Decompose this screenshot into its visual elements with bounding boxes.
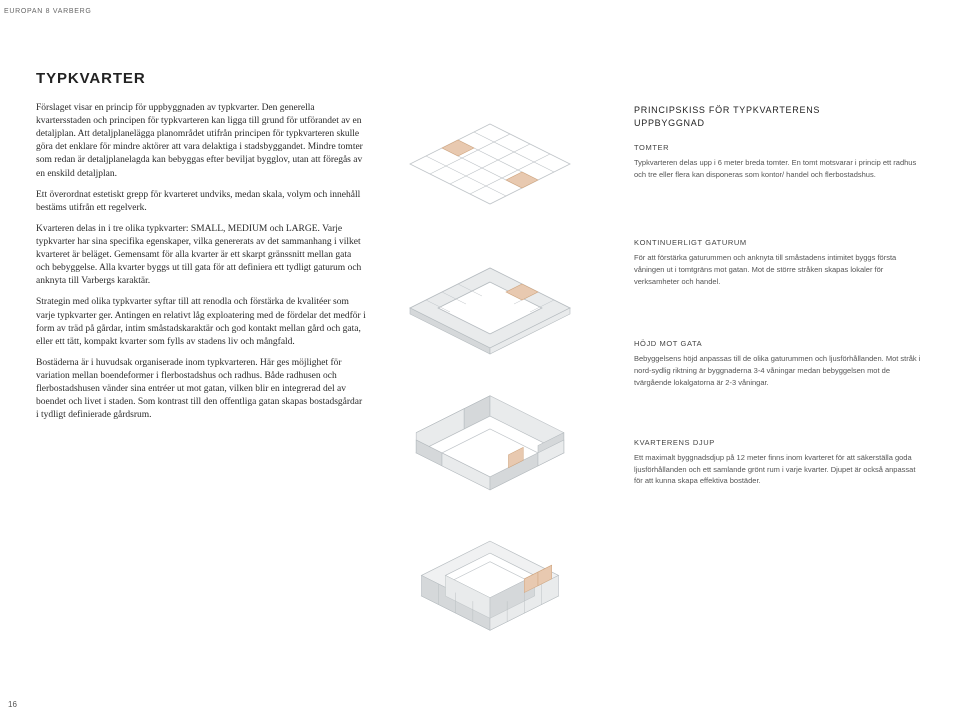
page-grid: Förslaget visar en princip för uppbyggna… xyxy=(36,102,924,656)
diagram-djup xyxy=(390,536,590,656)
caption-head: KONTINUERLIGT GATURUM xyxy=(634,238,924,247)
caption-title-line: PRINCIPSKISS FÖR TYPKVARTERENS xyxy=(634,105,820,115)
caption-section: KONTINUERLIGT GATURUM För att förstärka … xyxy=(634,238,924,287)
doc-header: EUROPAN 8 VARBERG xyxy=(4,8,92,15)
body-para: Förslaget visar en princip för uppbyggna… xyxy=(36,102,366,181)
caption-body: För att förstärka gaturummen och anknyta… xyxy=(634,252,924,287)
page-title: TYPKVARTER xyxy=(36,70,924,87)
caption-head: HÖJD MOT GATA xyxy=(634,339,924,348)
caption-body: Bebyggelsens höjd anpassas till de olika… xyxy=(634,353,924,388)
caption-column: PRINCIPSKISS FÖR TYPKVARTERENS UPPBYGGNA… xyxy=(634,102,924,656)
diagram-hojd xyxy=(390,392,590,512)
diagram-tomter xyxy=(390,104,590,224)
caption-section: TOMTER Typkvarteren delas upp i 6 meter … xyxy=(634,143,924,180)
caption-title: PRINCIPSKISS FÖR TYPKVARTERENS UPPBYGGNA… xyxy=(634,104,924,129)
body-para: Ett överordnat estetiskt grepp för kvart… xyxy=(36,189,366,215)
caption-head: KVARTERENS DJUP xyxy=(634,438,924,447)
caption-head: TOMTER xyxy=(634,143,924,152)
page-number: 16 xyxy=(8,700,17,709)
body-para: Strategin med olika typkvarter syftar ti… xyxy=(36,296,366,348)
caption-body: Typkvarteren delas upp i 6 meter breda t… xyxy=(634,157,924,180)
diagram-gaturum xyxy=(390,248,590,368)
caption-section: HÖJD MOT GATA Bebyggelsens höjd anpassas… xyxy=(634,339,924,388)
body-column: Förslaget visar en princip för uppbyggna… xyxy=(36,102,366,656)
body-para: Bostäderna är i huvudsak organiserade in… xyxy=(36,357,366,423)
diagram-column xyxy=(390,102,610,656)
body-para: Kvarteren delas in i tre olika typkvarte… xyxy=(36,223,366,289)
caption-title-line: UPPBYGGNAD xyxy=(634,118,705,128)
caption-section: KVARTERENS DJUP Ett maximalt byggnadsdju… xyxy=(634,438,924,487)
caption-body: Ett maximalt byggnadsdjup på 12 meter fi… xyxy=(634,452,924,487)
